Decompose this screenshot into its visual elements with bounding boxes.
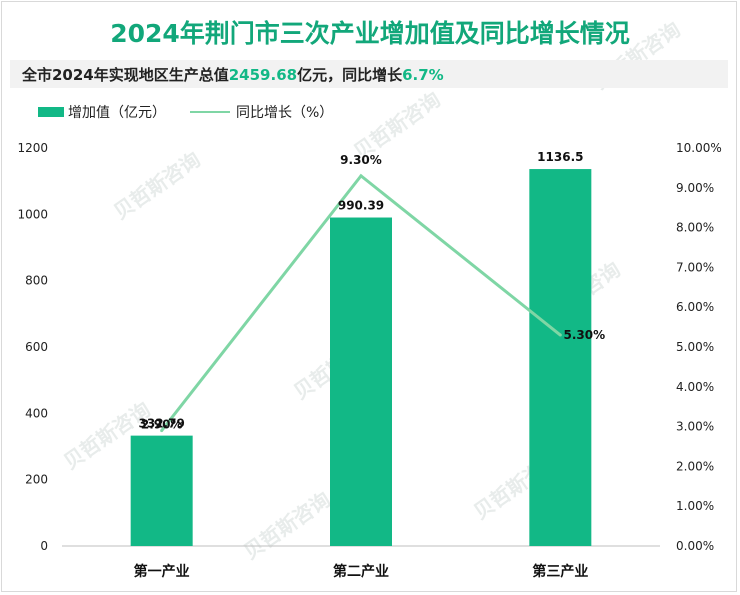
growth-point	[160, 429, 164, 433]
category-labels: 第一产业 第二产业 第三产业	[134, 563, 589, 580]
right-tick-label: 9.00%	[676, 181, 714, 195]
right-tick-label: 10.00%	[676, 141, 722, 155]
bars	[130, 169, 592, 547]
legend-line-label: 同比增长（%）	[236, 105, 334, 121]
left-tick-label: 0	[40, 539, 48, 553]
growth-point	[558, 333, 562, 337]
growth-value: 6.7%	[402, 66, 444, 84]
subtitle-prefix: 全市2024年实现地区生产总值	[22, 66, 229, 84]
left-tick-label: 600	[25, 340, 48, 354]
bar	[330, 217, 392, 547]
bar	[130, 435, 193, 546]
right-tick-label: 0.00%	[676, 539, 714, 553]
chart-title: 2024年荆门市三次产业增加值及同比增长情况	[110, 19, 630, 48]
right-axis: 0.00% 1.00% 2.00% 3.00% 4.00% 5.00% 6.00% 7.00%…	[676, 141, 722, 553]
watermark-text: 贝哲斯咨询	[109, 147, 205, 224]
right-tick-label: 7.00%	[676, 260, 714, 274]
bar-value-label: 332.79	[139, 417, 185, 431]
left-axis: 0 200 400 600 800 1000 1200	[17, 141, 48, 553]
growth-value-label: 2.90%	[141, 418, 183, 432]
gdp-value: 2459.68	[228, 66, 298, 84]
right-tick-label: 5.00%	[676, 340, 714, 354]
legend-bar-swatch	[38, 107, 64, 117]
growth-value-label: 9.30%	[340, 153, 382, 167]
right-tick-label: 8.00%	[676, 221, 714, 235]
left-tick-label: 1000	[17, 207, 48, 221]
category-label: 第二产业	[333, 563, 389, 580]
watermark-text: 贝哲斯咨询	[239, 487, 335, 564]
line-labels: 2.90% 9.30% 5.30%	[141, 153, 605, 432]
right-tick-label: 3.00%	[676, 420, 714, 434]
bar-value-label: 1136.5	[537, 150, 583, 164]
left-tick-label: 200	[25, 473, 48, 487]
bar-value-label: 990.39	[338, 199, 384, 213]
category-label: 第三产业	[532, 563, 588, 580]
legend-bar-label: 增加值（亿元）	[68, 105, 166, 121]
left-tick-label: 1200	[17, 141, 48, 155]
right-tick-label: 2.00%	[676, 459, 714, 473]
left-tick-label: 400	[25, 406, 48, 420]
subtitle-mid: 亿元，同比增长	[297, 66, 403, 84]
category-label: 第一产业	[134, 563, 190, 580]
growth-value-label: 5.30%	[564, 328, 606, 342]
right-tick-label: 6.00%	[676, 300, 714, 314]
growth-line-layer	[160, 173, 562, 433]
right-tick-label: 1.00%	[676, 499, 714, 513]
bar-labels: 332.79 990.39 1136.5	[139, 150, 584, 431]
right-tick-label: 4.00%	[676, 380, 714, 394]
bar	[529, 169, 592, 546]
growth-point	[359, 174, 363, 178]
subtitle-box	[10, 60, 728, 88]
legend-line-swatch	[190, 111, 230, 113]
left-tick-label: 800	[25, 274, 48, 288]
legend: 增加值（亿元） 同比增长（%）	[38, 102, 333, 122]
subtitle: 全市2024年实现地区生产总值2459.68亿元，同比增长6.7%	[22, 64, 444, 85]
